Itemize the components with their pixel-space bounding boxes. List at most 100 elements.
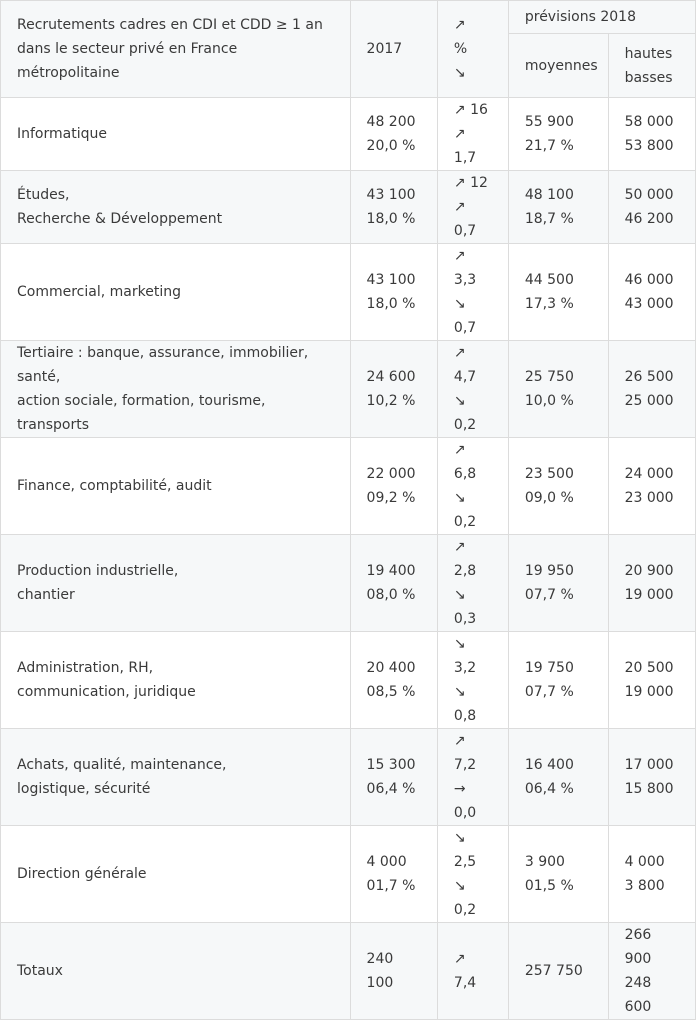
- table-row: Finance, comptabilité, audit 22 000 09,2 …: [0, 437, 696, 535]
- low-value: 19 000: [624, 684, 674, 700]
- avg-value: 3 900: [524, 854, 565, 870]
- avg-pct: 17,3 %: [524, 296, 574, 312]
- avg-pct: 10,0 %: [524, 393, 574, 409]
- low-value: 43 000: [624, 296, 674, 312]
- high-value: 4 000: [624, 854, 665, 870]
- cell-trend: ↗ 3,3 ↘ 0,7: [436, 243, 509, 341]
- row-label-line1: Finance, comptabilité, audit: [17, 478, 212, 494]
- trend-value: ↗ 3,3: [453, 248, 477, 288]
- total-low: 248 600: [624, 975, 652, 1015]
- total-high: 266 900: [624, 927, 652, 967]
- table-row: Informatique 48 200 20,0 % ↗ 16 ↗ 1,7 55 9…: [0, 97, 696, 171]
- row-label-line2: chantier: [17, 587, 75, 603]
- trend-value: ↗ 2,8: [453, 539, 477, 579]
- pct-2017: 08,0 %: [366, 587, 416, 603]
- cell-avg: 55 900 21,7 %: [507, 97, 609, 171]
- pct-2017: 18,0 %: [366, 211, 416, 227]
- avg-pct: 18,7 %: [524, 211, 574, 227]
- avg-pct: 01,5 %: [524, 878, 574, 894]
- avg-value: 25 750: [524, 369, 574, 385]
- cell-trend: ↗ 12 ↗ 0,7: [436, 170, 509, 244]
- avg-pct: 07,7 %: [524, 684, 574, 700]
- cell-2017: 22 000 09,2 %: [349, 437, 438, 535]
- pct-2017: 20,0 %: [366, 138, 416, 154]
- cell-2017: 43 100 18,0 %: [349, 170, 438, 244]
- header-forecast: prévisions 2018: [507, 0, 696, 34]
- trend-pct: → 0,0: [453, 781, 477, 821]
- total-label: Totaux: [0, 922, 351, 1020]
- trend-value: ↗ 12: [453, 175, 488, 191]
- cell-avg: 16 400 06,4 %: [507, 728, 609, 826]
- trend-down-icon: ↘: [453, 65, 466, 81]
- trend-pct: ↗ 1,7: [453, 126, 477, 166]
- total-avg: 257 750: [507, 922, 609, 1020]
- high-value: 17 000: [624, 757, 674, 773]
- cell-avg: 48 100 18,7 %: [507, 170, 609, 244]
- trend-value: ↗ 4,7: [453, 345, 477, 385]
- avg-pct: 07,7 %: [524, 587, 574, 603]
- total-2017: 240 100: [349, 922, 438, 1020]
- trend-value: ↗ 6,8: [453, 442, 477, 482]
- pct-2017: 06,4 %: [366, 781, 416, 797]
- high-value: 20 900: [624, 563, 674, 579]
- high-value: 20 500: [624, 660, 674, 676]
- cell-trend: ↗ 6,8 ↘ 0,2: [436, 437, 509, 535]
- table-row: Administration, RH, communication, juridi…: [0, 631, 696, 729]
- table-row: Achats, qualité, maintenance, logistique,…: [0, 728, 696, 826]
- cell-2017: 20 400 08,5 %: [349, 631, 438, 729]
- high-value: 46 000: [624, 272, 674, 288]
- cell-trend: ↗ 4,7 ↘ 0,2: [436, 340, 509, 438]
- trend-pct: ↘ 0,2: [453, 490, 477, 530]
- cell-high-low: 20 500 19 000: [607, 631, 696, 729]
- cell-trend: ↗ 16 ↗ 1,7: [436, 97, 509, 171]
- low-value: 19 000: [624, 587, 674, 603]
- avg-value: 55 900: [524, 114, 574, 130]
- avg-value: 16 400: [524, 757, 574, 773]
- header-low: basses: [624, 69, 673, 86]
- trend-pct: ↘ 0,2: [453, 393, 477, 433]
- low-value: 23 000: [624, 490, 674, 506]
- cell-trend: ↘ 3,2 ↘ 0,8: [436, 631, 509, 729]
- value-2017: 48 200: [366, 114, 416, 130]
- header-trend: ↗ % ↘: [436, 0, 509, 98]
- value-2017: 15 300: [366, 757, 416, 773]
- header-2017: 2017: [349, 0, 438, 98]
- low-value: 53 800: [624, 138, 674, 154]
- row-label-line1: Études,: [17, 187, 70, 203]
- trend-value: ↗ 7,2: [453, 733, 477, 773]
- cell-2017: 4 000 01,7 %: [349, 825, 438, 923]
- high-value: 50 000: [624, 187, 674, 203]
- cell-2017: 19 400 08,0 %: [349, 534, 438, 632]
- trend-pct: ↗ 0,7: [453, 199, 477, 239]
- table-row: Tertiaire : banque, assurance, immobilie…: [0, 340, 696, 438]
- high-value: 58 000: [624, 114, 674, 130]
- pct-2017: 10,2 %: [366, 393, 416, 409]
- cell-avg: 19 750 07,7 %: [507, 631, 609, 729]
- value-2017: 43 100: [366, 272, 416, 288]
- low-value: 3 800: [624, 878, 665, 894]
- cell-avg: 23 500 09,0 %: [507, 437, 609, 535]
- row-label-line1: Commercial, marketing: [17, 284, 181, 300]
- row-label-line1: Tertiaire : banque, assurance, immobilie…: [17, 345, 309, 385]
- row-label-line1: Administration, RH,: [17, 660, 154, 676]
- cell-high-low: 20 900 19 000: [607, 534, 696, 632]
- cell-high-low: 4 000 3 800: [607, 825, 696, 923]
- row-label: Commercial, marketing: [0, 243, 351, 341]
- cell-avg: 44 500 17,3 %: [507, 243, 609, 341]
- row-label: Production industrielle, chantier: [0, 534, 351, 632]
- avg-value: 48 100: [524, 187, 574, 203]
- value-2017: 43 100: [366, 187, 416, 203]
- table-row: Commercial, marketing 43 100 18,0 % ↗ 3,3…: [0, 243, 696, 341]
- header-avg: moyennes: [507, 33, 609, 98]
- cell-high-low: 26 500 25 000: [607, 340, 696, 438]
- row-label-line2: action sociale, formation, tourisme, tra…: [17, 393, 266, 433]
- cell-2017: 48 200 20,0 %: [349, 97, 438, 171]
- avg-value: 44 500: [524, 272, 574, 288]
- avg-pct: 06,4 %: [524, 781, 574, 797]
- table-row: Direction générale 4 000 01,7 % ↘ 2,5 ↘ 0,…: [0, 825, 696, 923]
- avg-value: 19 950: [524, 563, 574, 579]
- row-label-line2: communication, juridique: [17, 684, 196, 700]
- row-label: Administration, RH, communication, juridi…: [0, 631, 351, 729]
- value-2017: 19 400: [366, 563, 416, 579]
